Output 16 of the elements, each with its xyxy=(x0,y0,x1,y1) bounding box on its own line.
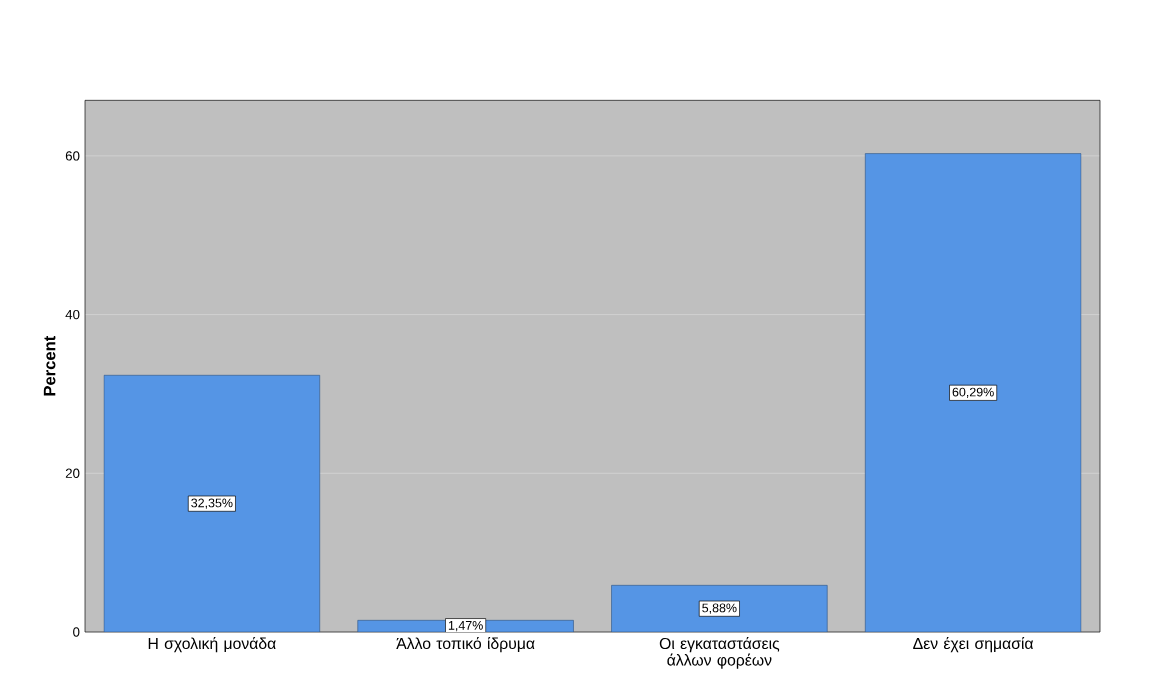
bar xyxy=(104,375,320,632)
bar xyxy=(864,153,1082,632)
x-tick-label: Οι εγκαταστάσεις άλλων φορέων xyxy=(659,637,780,669)
y-tick-label: 0 xyxy=(73,627,80,637)
data-label: 1,47% xyxy=(448,621,483,632)
bar xyxy=(611,585,828,632)
data-label: 32,35% xyxy=(191,498,233,509)
y-tick-label: 40 xyxy=(65,309,80,320)
y-tick-label: 60 xyxy=(65,151,80,161)
x-tick-label: Άλλο τοπικό ίδρυμα xyxy=(396,637,535,653)
x-tick-label: Η σχολική μονάδα xyxy=(148,637,276,653)
y-tick-label: 20 xyxy=(65,468,80,478)
data-label: 60,29% xyxy=(952,387,994,398)
y-axis-title: Percent xyxy=(43,335,56,396)
data-label: 5,88% xyxy=(702,603,737,614)
x-tick-label: Δεν έχει σημασία xyxy=(913,637,1034,653)
